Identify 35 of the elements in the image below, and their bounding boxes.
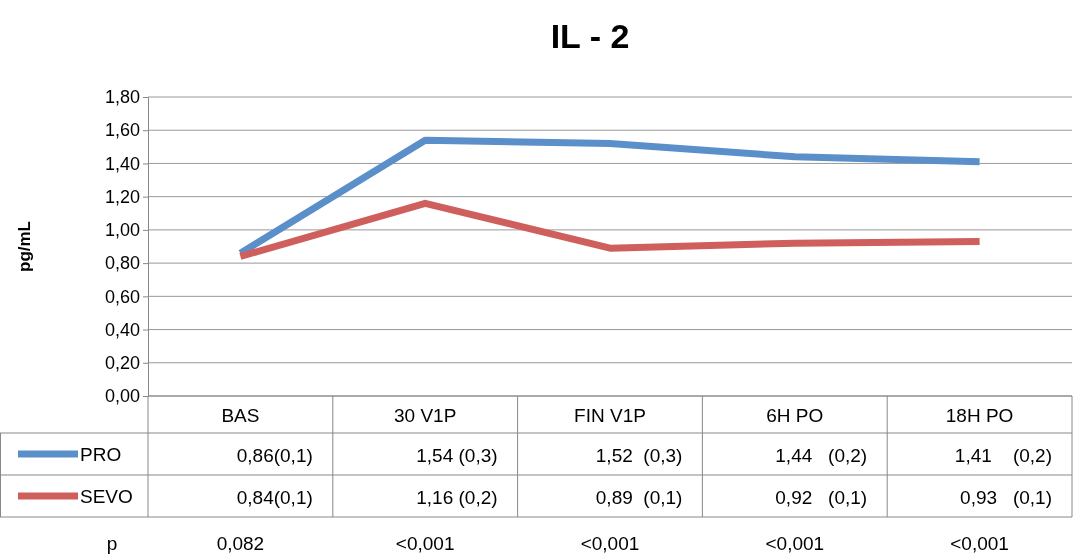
chart-title: IL - 2 xyxy=(550,17,630,55)
data-label: 0,92 (0,1) xyxy=(775,487,868,508)
data-label: 1,52 (0,3) xyxy=(595,445,683,466)
data-label: 1,41 (0,2) xyxy=(954,445,1052,466)
x-tick-label: 6H PO xyxy=(766,405,824,426)
y-tick-label: 0,40 xyxy=(104,319,140,340)
legend-label: PRO xyxy=(80,444,122,465)
data-label: 0,86(0,1) xyxy=(236,445,313,466)
text: p xyxy=(106,533,118,554)
y-tick-label: 1,40 xyxy=(104,153,140,174)
y-tick-label: 0,20 xyxy=(104,353,140,374)
y-tick-label: 1,80 xyxy=(104,87,140,108)
y-axis-title: pg/mL xyxy=(15,221,34,272)
y-tick-label: 1,00 xyxy=(104,220,140,241)
data-label: 1,54 (0,3) xyxy=(416,445,498,466)
data-label: 0,89 (0,1) xyxy=(595,487,683,508)
data-label: 1,44 (0,2) xyxy=(775,445,868,466)
x-tick-label: BAS xyxy=(221,405,260,426)
x-tick-label: 18H PO xyxy=(945,405,1014,426)
text: <0,001 xyxy=(580,533,640,554)
y-tick-label: 1,20 xyxy=(104,186,140,207)
data-label: 0,93 (0,1) xyxy=(960,487,1052,508)
text: <0,001 xyxy=(950,533,1009,554)
y-tick-label: 1,60 xyxy=(104,120,140,141)
y-tick-label: 0,00 xyxy=(104,386,140,407)
text: <0,001 xyxy=(395,533,455,554)
legend-label: SEVO xyxy=(80,486,133,507)
y-tick-label: 0,60 xyxy=(104,286,140,307)
x-tick-label: FIN V1P xyxy=(574,405,646,426)
y-tick-label: 0,80 xyxy=(104,253,140,274)
text: <0,001 xyxy=(765,533,825,554)
x-tick-label: 30 V1P xyxy=(394,405,457,426)
data-label: 1,16 (0,2) xyxy=(416,487,498,508)
data-label: 0,84(0,1) xyxy=(236,487,313,508)
text: 0,082 xyxy=(216,533,265,554)
